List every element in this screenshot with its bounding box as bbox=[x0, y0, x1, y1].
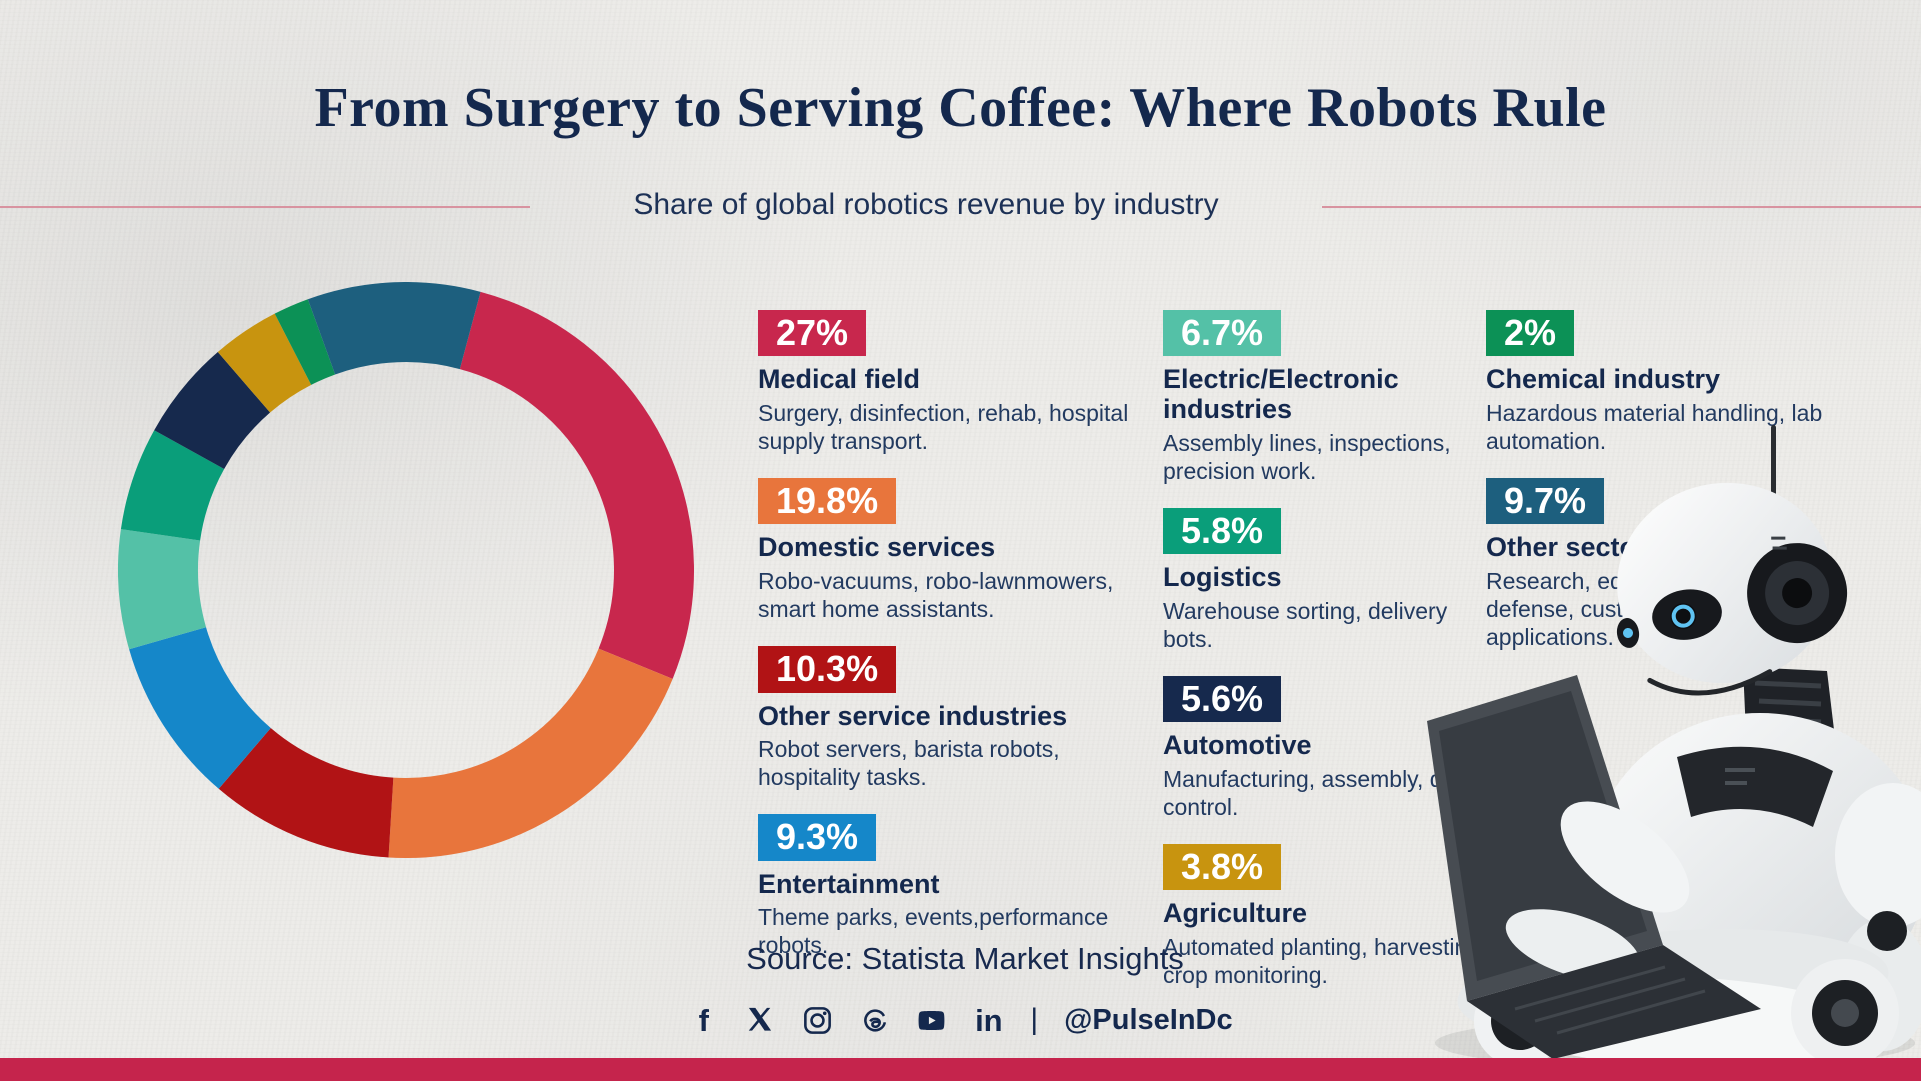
legend-desc-electric: Assembly lines, inspections, precision w… bbox=[1163, 429, 1451, 484]
legend-item-logistics: 5.8% Logistics Warehouse sorting, delive… bbox=[1163, 507, 1498, 653]
youtube-icon[interactable] bbox=[916, 1005, 947, 1036]
legend-desc-logistics: Warehouse sorting, delivery bots. bbox=[1163, 597, 1448, 652]
legend-badge-domestic: 19.8% bbox=[758, 478, 897, 525]
legend-title-medical: Medical field bbox=[758, 364, 921, 395]
page-title: From Surgery to Serving Coffee: Where Ro… bbox=[314, 77, 1607, 139]
facebook-icon[interactable]: f bbox=[698, 1002, 709, 1038]
legend-item-other-service: 10.3% Other service industries Robot ser… bbox=[758, 646, 1143, 791]
bottom-accent-bar bbox=[0, 1058, 1921, 1081]
social-row: f in | @PulseInDc bbox=[0, 1003, 1921, 1037]
donut-segment-other-service-industries bbox=[218, 727, 395, 858]
legend-title-entertainment: Entertainment bbox=[758, 868, 940, 899]
legend-title-logistics: Logistics bbox=[1163, 562, 1282, 593]
legend-item-domestic: 19.8% Domestic services Robo-vacuums, ro… bbox=[758, 478, 1143, 623]
legend-title-agriculture: Agriculture bbox=[1163, 898, 1308, 929]
legend-item-entertainment: 9.3% Entertainment Theme parks, events,p… bbox=[758, 814, 1143, 959]
donut-chart-svg bbox=[118, 282, 694, 858]
donut-segment-chemical-industry bbox=[274, 299, 336, 386]
subtitle-row: Share of global robotics revenue by indu… bbox=[0, 188, 1921, 228]
subtitle-divider-left bbox=[0, 206, 530, 208]
legend-badge-automotive: 5.6% bbox=[1163, 675, 1282, 723]
legend-item-medical: 27% Medical field Surgery, disinfection,… bbox=[758, 310, 1143, 455]
legend-badge-medical: 27% bbox=[758, 310, 867, 357]
legend-title-automotive: Automotive bbox=[1163, 730, 1312, 761]
legend-badge-electric: 6.7% bbox=[1163, 310, 1282, 357]
donut-segment-other-sectors bbox=[307, 282, 481, 375]
donut-segment-entertainment bbox=[129, 626, 272, 789]
x-twitter-icon[interactable] bbox=[745, 1005, 776, 1036]
robot-illustration bbox=[1427, 425, 1921, 1070]
linkedin-icon[interactable]: in bbox=[975, 1002, 1003, 1038]
legend-desc-agriculture: Automated planting, harvesting, crop mon… bbox=[1163, 933, 1487, 989]
social-separator: | bbox=[1030, 1003, 1039, 1036]
legend-badge-other-service: 10.3% bbox=[758, 646, 897, 693]
legend-badge-logistics: 5.8% bbox=[1163, 507, 1282, 555]
donut-segment-electric-electronic-industries bbox=[118, 529, 207, 650]
legend-title-chemical: Chemical industry bbox=[1486, 364, 1721, 395]
donut-segment-domestic-services bbox=[388, 647, 673, 858]
legend-item-chemical: 2% Chemical industry Hazardous material … bbox=[1486, 310, 1831, 455]
legend-column-1: 27% Medical field Surgery, disinfection,… bbox=[758, 310, 1143, 982]
legend-column-3: 2% Chemical industry Hazardous material … bbox=[1486, 310, 1831, 674]
donut-segment-automotive bbox=[154, 351, 271, 470]
legend-badge-entertainment: 9.3% bbox=[758, 814, 877, 861]
donut-segment-agriculture bbox=[217, 313, 312, 414]
legend-title-electric: Electric/Electronic industries bbox=[1163, 364, 1399, 424]
legend-badge-agriculture: 3.8% bbox=[1163, 843, 1282, 891]
legend-desc-other-service: Robot servers, barista robots, hospitali… bbox=[758, 736, 1060, 791]
donut-segment-logistics bbox=[120, 430, 225, 542]
legend-item-agriculture: 3.8% Agriculture Automated planting, har… bbox=[1163, 843, 1498, 989]
legend-desc-entertainment: Theme parks, events,performance robots. bbox=[758, 904, 1109, 959]
social-handle[interactable]: @PulseInDc bbox=[1064, 1003, 1233, 1036]
legend-item-electric: 6.7% Electric/Electronic industries Asse… bbox=[1163, 310, 1498, 485]
donut-chart bbox=[118, 282, 694, 858]
donut-segment-medical-field bbox=[459, 291, 694, 679]
legend-badge-other-sectors: 9.7% bbox=[1486, 478, 1605, 525]
legend-title-other-service: Other service industries bbox=[758, 700, 1068, 731]
legend-desc-medical: Surgery, disinfection, rehab, hospital s… bbox=[758, 400, 1129, 455]
page-subtitle: Share of global robotics revenue by indu… bbox=[633, 188, 1219, 221]
threads-icon[interactable] bbox=[859, 1005, 890, 1036]
legend-badge-chemical: 2% bbox=[1486, 310, 1575, 357]
instagram-icon[interactable] bbox=[802, 1005, 833, 1036]
legend-desc-chemical: Hazardous material handling, lab automat… bbox=[1486, 400, 1823, 455]
subtitle-divider-right bbox=[1322, 206, 1921, 208]
legend-desc-domestic: Robo-vacuums, robo-lawnmowers, smart hom… bbox=[758, 568, 1114, 623]
source-note: Source: Statista Market Insights bbox=[746, 941, 1184, 976]
legend-title-domestic: Domestic services bbox=[758, 532, 996, 563]
